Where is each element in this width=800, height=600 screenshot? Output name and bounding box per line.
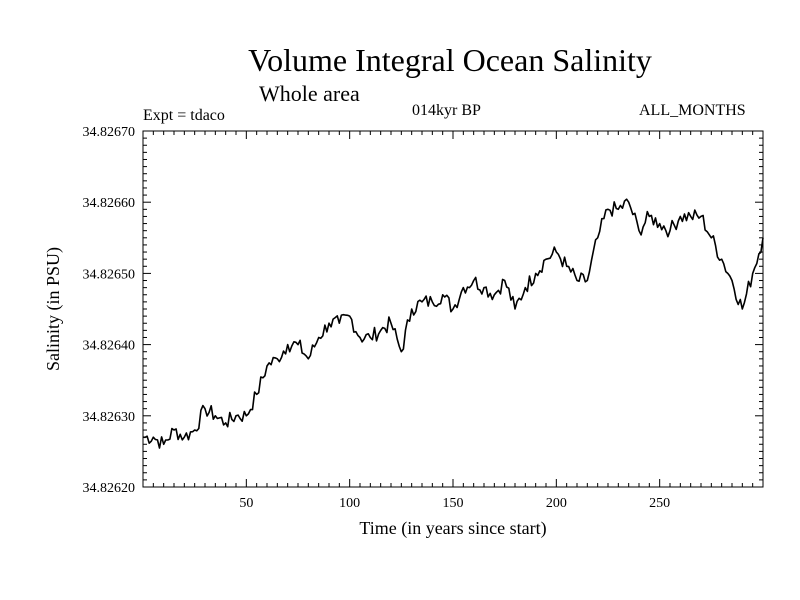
- y-axis-label: Salinity (in PSU): [43, 247, 64, 371]
- y-tick-label: 34.82670: [83, 125, 136, 140]
- x-tick-label: 100: [339, 496, 360, 511]
- months-label: ALL_MONTHS: [639, 102, 746, 119]
- y-tick-label: 34.82630: [83, 410, 136, 425]
- chart-subtitle: Whole area: [259, 81, 360, 106]
- axis-tick-labels: 50 100 150 200 250 34.82620 34.82630 34.82640 34…: [83, 125, 671, 511]
- chart-title: Volume Integral Ocean Salinity: [248, 42, 652, 78]
- experiment-label: Expt = tdaco: [143, 107, 225, 124]
- x-tick-label: 150: [443, 496, 464, 511]
- x-axis-label: Time (in years since start): [359, 518, 546, 539]
- x-tick-label: 250: [649, 496, 670, 511]
- x-tick-label: 50: [239, 496, 253, 511]
- y-tick-label: 34.82640: [83, 339, 136, 354]
- salinity-series-line: [142, 198, 764, 449]
- y-tick-label: 34.82660: [83, 196, 136, 211]
- x-tick-label: 200: [546, 496, 567, 511]
- y-tick-label: 34.82650: [83, 267, 136, 282]
- period-label: 014kyr BP: [412, 102, 481, 119]
- y-tick-label: 34.82620: [83, 481, 136, 496]
